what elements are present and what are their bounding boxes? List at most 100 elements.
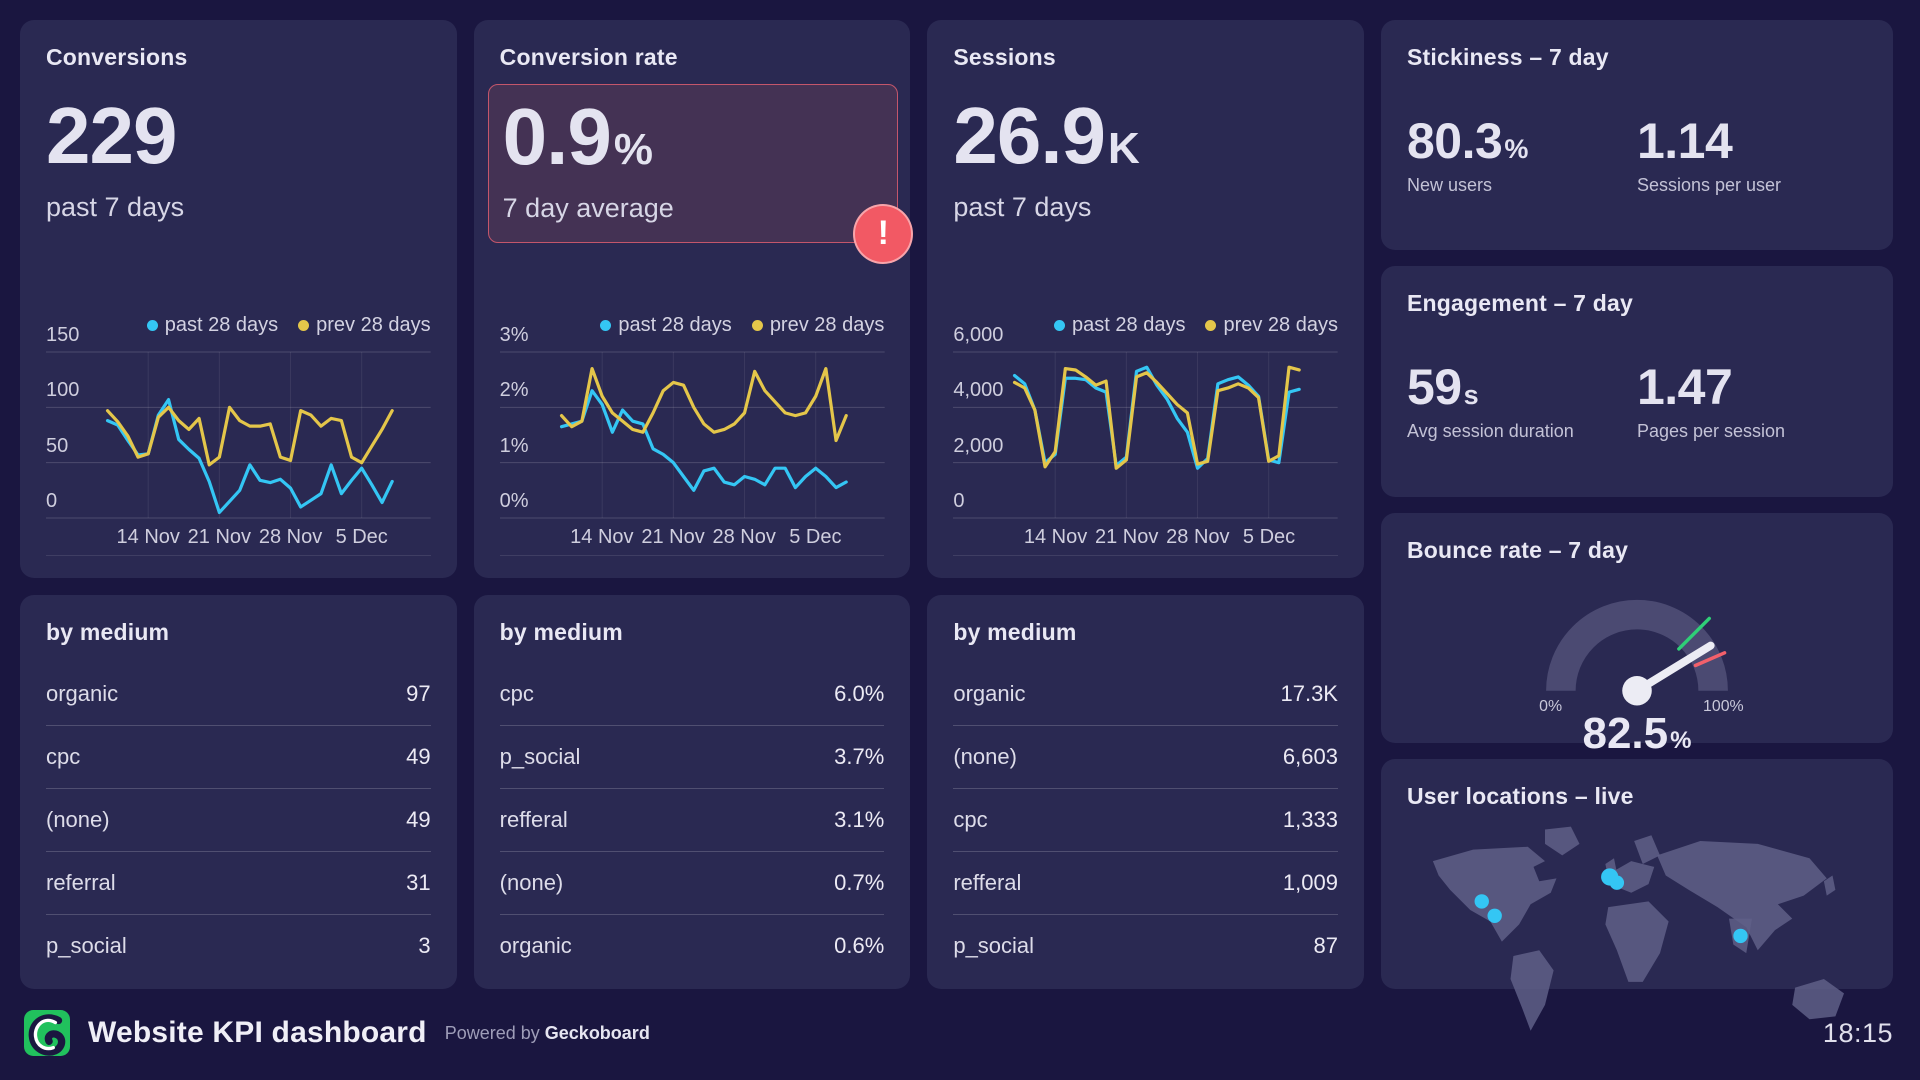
metric-sessions-per-user: 1.14 Sessions per user <box>1637 116 1839 196</box>
value-number: 59 <box>1406 358 1462 415</box>
table-row: cpc 6.0% <box>500 663 885 725</box>
table-row: (none) 49 <box>46 787 431 851</box>
panel-title: by medium <box>953 619 1077 645</box>
bounce-gauge: 0% 100% 82.5% <box>1407 568 1867 756</box>
table-row: organic 97 <box>46 663 431 725</box>
line-plot: 6,000 4,000 2,000 0 14 Nov 21 Nov 28 Nov 5 Dec <box>953 325 1338 547</box>
table-row: refferal 3.1% <box>499 787 885 851</box>
sessions-panel: Sessions 26.9K past 7 days past 28 days … <box>927 20 1364 578</box>
row-value: 0.6% <box>834 932 885 958</box>
chart-legend: past 28 days prev 28 days <box>146 314 431 337</box>
gauge-hub <box>1622 676 1652 706</box>
stickiness-metrics: 80.3% New users 1.14 Sessions per user <box>1407 116 1867 196</box>
row-value: 6.0% <box>834 680 885 706</box>
user-location-dot <box>1733 929 1748 944</box>
sessions-metric: 26.9K past 7 days <box>953 95 1338 223</box>
legend-dot-prev-icon <box>1205 320 1217 331</box>
value-suffix: K <box>1108 123 1140 173</box>
conversion-rate-chart: past 28 days prev 28 days 3% 2% 1% 0% 14 Nov… <box>499 312 885 556</box>
sessions-chart: past 28 days prev 28 days 6,000 4,000 2,00… <box>953 312 1338 556</box>
panel-title: Conversions <box>46 44 188 70</box>
row-value: 97 <box>406 680 431 706</box>
row-label: referral <box>46 869 116 895</box>
legend-dot-prev-icon <box>751 320 763 331</box>
conversions-by-medium-panel: by medium organic 97 cpc 49 (none) 49 refer… <box>20 595 457 989</box>
row-label: cpc <box>499 680 534 706</box>
row-label: cpc <box>46 743 81 769</box>
alert-icon: ! <box>853 203 914 264</box>
legend-label: past 28 days <box>618 314 732 336</box>
y-axis-tick: 0 <box>953 490 965 512</box>
row-label: organic <box>46 680 119 706</box>
bounce-value: 82.5% <box>1582 712 1691 756</box>
row-value: 17.3K <box>1280 680 1338 706</box>
row-label: organic <box>499 932 572 958</box>
metric-caption: Avg session duration <box>1406 420 1574 441</box>
table-row: refferal 1,009 <box>953 850 1338 914</box>
user-location-dot <box>1474 894 1489 909</box>
row-label: p_social <box>499 743 581 769</box>
row-label: refferal <box>499 806 568 832</box>
legend-item-past: past 28 days <box>146 314 278 337</box>
line-plot: 3% 2% 1% 0% 14 Nov 21 Nov 28 Nov 5 Dec <box>499 325 885 547</box>
sessions-by-medium-panel: by medium organic 17.3K (none) 6,603 cpc 1,… <box>927 595 1364 989</box>
x-axis-tick: 28 Nov <box>258 526 323 548</box>
row-value: 3 <box>418 932 431 958</box>
x-axis-tick: 28 Nov <box>1166 526 1230 548</box>
row-label: (none) <box>46 806 110 832</box>
value-number: 1.47 <box>1636 358 1733 415</box>
row-value: 0.7% <box>834 869 885 895</box>
table-row: (none) 0.7% <box>499 850 885 914</box>
legend-label: past 28 days <box>1072 314 1186 336</box>
metric-caption: Pages per session <box>1636 420 1786 441</box>
clock: 18:15 <box>1822 1017 1893 1048</box>
right-column: Stickiness – 7 day 80.3% New users 1.14 … <box>1380 20 1893 1032</box>
conversions-metric: 229 past 7 days <box>46 95 431 223</box>
metric-value: 1.14 <box>1637 116 1839 166</box>
panel-title: by medium <box>499 619 623 645</box>
gauge-max-label: 100% <box>1703 698 1744 715</box>
x-axis-tick: 21 Nov <box>641 526 705 548</box>
table-row: (none) 6,603 <box>953 724 1338 788</box>
legend-item-past: past 28 days <box>600 314 732 337</box>
metric-new-users: 80.3% New users <box>1407 116 1609 196</box>
row-value: 1,009 <box>1282 869 1338 895</box>
table-row: p_social 3 <box>46 913 431 977</box>
metric-caption: Sessions per user <box>1636 174 1782 195</box>
conversions-value: 229 <box>46 95 431 176</box>
metric-avg-session-duration: 59s Avg session duration <box>1407 362 1609 442</box>
world-map <box>1407 818 1867 1062</box>
row-value: 87 <box>1313 932 1338 958</box>
y-axis-tick: 3% <box>499 324 529 346</box>
panel-title: by medium <box>46 619 170 645</box>
conversion-rate-panel: Conversion rate 0.9% 7 day average ! pas… <box>473 20 914 578</box>
by-medium-table: organic 97 cpc 49 (none) 49 referral 31 p_so… <box>46 663 431 977</box>
metric-value: 1.47 <box>1637 362 1839 412</box>
y-axis-tick: 100 <box>46 379 80 402</box>
x-axis-tick: 21 Nov <box>1095 526 1159 548</box>
powered-by-brand: Geckoboard <box>544 1022 650 1043</box>
legend-item-prev: prev 28 days <box>298 314 431 337</box>
metric-value: 80.3% <box>1407 116 1609 166</box>
legend-item-prev: prev 28 days <box>1205 314 1338 337</box>
y-axis-tick: 2% <box>499 379 529 402</box>
user-location-dot <box>1487 908 1502 924</box>
legend-label: prev 28 days <box>316 314 431 336</box>
panel-title: Sessions <box>953 44 1056 70</box>
panel-title: Conversion rate <box>499 44 678 70</box>
alert-box: 0.9% 7 day average ! <box>487 83 914 264</box>
y-axis-tick: 150 <box>46 324 80 346</box>
gauge-min-label: 0% <box>1539 698 1562 715</box>
chart-legend: past 28 days prev 28 days <box>600 314 884 337</box>
legend-label: prev 28 days <box>769 314 885 336</box>
legend-label: prev 28 days <box>1223 314 1338 336</box>
x-axis-tick: 5 Dec <box>1242 526 1296 548</box>
by-medium-table: cpc 6.0% p_social 3.7% refferal 3.1% (none)… <box>499 663 885 977</box>
row-label: p_social <box>953 932 1035 958</box>
row-label: cpc <box>953 806 988 832</box>
conversion-rate-subtitle: 7 day average <box>502 192 674 223</box>
gauge-red-tick <box>1693 651 1727 668</box>
panel-title: User locations – live <box>1406 782 1634 809</box>
x-axis-tick: 5 Dec <box>335 526 388 548</box>
legend-dot-prev-icon <box>298 320 310 331</box>
